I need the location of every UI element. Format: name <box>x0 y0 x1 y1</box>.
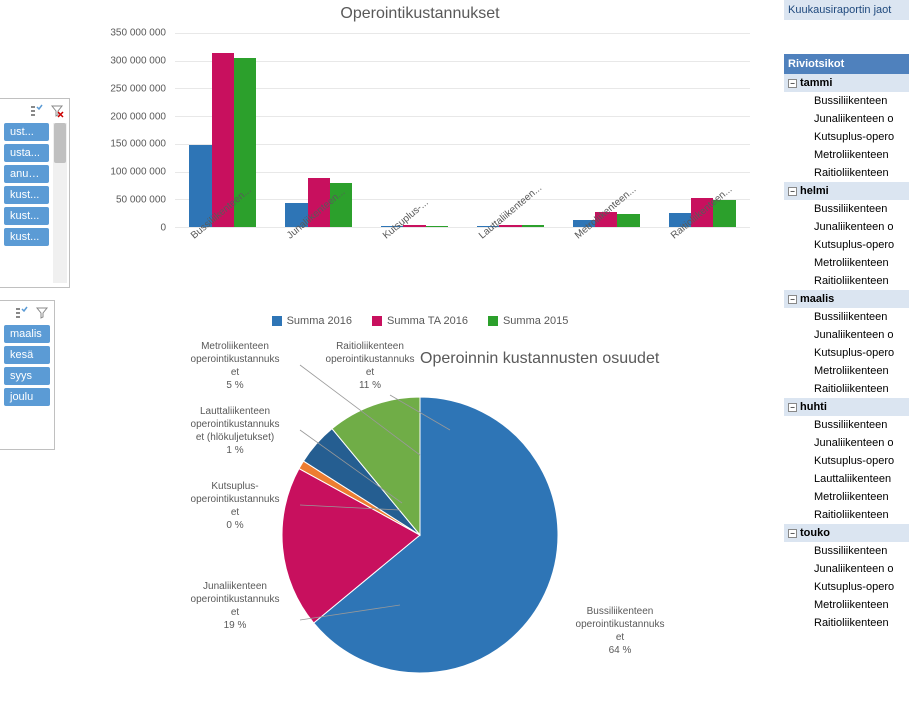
slicer-item[interactable]: kust... <box>4 186 49 204</box>
y-tick-label: 100 000 000 <box>110 167 166 178</box>
pivot-row[interactable]: Raitioliikenteen <box>784 164 909 182</box>
pivot-row[interactable]: Bussiliikenteen <box>784 542 909 560</box>
collapse-icon[interactable]: − <box>788 187 797 196</box>
pivot-row[interactable]: Kutsuplus-opero <box>784 344 909 362</box>
slicer-months[interactable]: maalis kesä syys joulu <box>0 300 55 450</box>
pivot-group-header[interactable]: −helmi <box>784 182 909 200</box>
pivot-row[interactable]: Metroliikenteen <box>784 488 909 506</box>
clear-filter-icon[interactable] <box>34 305 50 321</box>
slicer-item[interactable]: ust... <box>4 123 49 141</box>
clear-filter-icon[interactable] <box>49 103 65 119</box>
pivot-row[interactable]: Lauttaliikenteen <box>784 470 909 488</box>
pivot-row[interactable]: Bussiliikenteen <box>784 308 909 326</box>
slicer-item[interactable]: anuk... <box>4 165 49 183</box>
legend-item: Summa 2016 <box>272 315 352 327</box>
pivot-group-header[interactable]: −touko <box>784 524 909 542</box>
y-tick-label: 200 000 000 <box>110 111 166 122</box>
pivot-row[interactable]: Metroliikenteen <box>784 146 909 164</box>
y-tick-label: 350 000 000 <box>110 28 166 39</box>
pivot-row[interactable]: Raitioliikenteen <box>784 380 909 398</box>
pie-slice-label: Junaliikenteenoperointikustannukset19 % <box>170 580 300 632</box>
pivot-row[interactable]: Bussiliikenteen <box>784 92 909 110</box>
bar-chart: Operointikustannukset 0 50 000 000 100 000… <box>80 5 760 325</box>
pivot-row[interactable]: Junaliikenteen o <box>784 110 909 128</box>
pivot-row[interactable]: Junaliikenteen o <box>784 560 909 578</box>
pivot-group-header[interactable]: −huhti <box>784 398 909 416</box>
bar <box>189 145 211 227</box>
slicer-item[interactable]: kust... <box>4 228 49 246</box>
pie-slice-label: Lauttaliikenteenoperointikustannukset (h… <box>170 405 300 457</box>
pie-chart: Operoinnin kustannusten osuudet Bussilii… <box>120 335 760 705</box>
pie-plot-area <box>280 395 560 675</box>
legend-item: Summa 2015 <box>488 315 568 327</box>
bar <box>522 225 544 227</box>
pivot-report-label: Kuukausiraportin jaot <box>784 0 909 20</box>
collapse-icon[interactable]: − <box>788 529 797 538</box>
bar-plot-area <box>175 33 750 228</box>
pie-slice-label: Bussiliikenteenoperointikustannukset64 % <box>555 605 685 657</box>
multiselect-icon[interactable] <box>29 103 45 119</box>
slicer-item[interactable]: syys <box>4 367 50 385</box>
y-tick-label: 150 000 000 <box>110 139 166 150</box>
pivot-row[interactable]: Metroliikenteen <box>784 596 909 614</box>
slicer-item[interactable]: kust... <box>4 207 49 225</box>
collapse-icon[interactable]: − <box>788 79 797 88</box>
y-tick-label: 250 000 000 <box>110 83 166 94</box>
pivot-table[interactable]: Kuukausiraportin jaot Riviotsikot −tammi… <box>784 0 909 705</box>
bar-legend: Summa 2016 Summa TA 2016 Summa 2015 <box>80 315 760 327</box>
y-tick-label: 0 <box>160 223 166 234</box>
pivot-row[interactable]: Kutsuplus-opero <box>784 452 909 470</box>
pivot-group-header[interactable]: −tammi <box>784 74 909 92</box>
pivot-row[interactable]: Bussiliikenteen <box>784 416 909 434</box>
slicer-toolbar <box>4 305 50 321</box>
legend-item: Summa TA 2016 <box>372 315 468 327</box>
pivot-row[interactable]: Junaliikenteen o <box>784 326 909 344</box>
pie-chart-title: Operoinnin kustannusten osuudet <box>420 350 659 368</box>
pivot-row[interactable]: Raitioliikenteen <box>784 506 909 524</box>
slicer-item[interactable]: kesä <box>4 346 50 364</box>
pivot-row[interactable]: Raitioliikenteen <box>784 614 909 632</box>
pie-slice-label: Raitioliikenteenoperointikustannukset11 … <box>305 340 435 392</box>
collapse-icon[interactable]: − <box>788 403 797 412</box>
pie-slice-label: Metroliikenteenoperointikustannukset5 % <box>170 340 300 392</box>
pivot-row[interactable]: Junaliikenteen o <box>784 434 909 452</box>
slicer-item[interactable]: joulu <box>4 388 50 406</box>
pie-slice-label: Kutsuplus-operointikustannukset0 % <box>170 480 300 532</box>
bar-y-axis: 050 000 000100 000 000150 000 000200 000… <box>80 33 170 228</box>
pivot-row[interactable]: Junaliikenteen o <box>784 218 909 236</box>
pivot-row[interactable]: Kutsuplus-opero <box>784 128 909 146</box>
pivot-row[interactable]: Metroliikenteen <box>784 362 909 380</box>
bar <box>426 226 448 227</box>
pivot-row[interactable]: Kutsuplus-opero <box>784 578 909 596</box>
pivot-row[interactable]: Kutsuplus-opero <box>784 236 909 254</box>
y-tick-label: 300 000 000 <box>110 55 166 66</box>
bar-x-labels: Bussiliikenteen...Junaliikenteen...Kutsu… <box>175 233 750 303</box>
y-tick-label: 50 000 000 <box>116 195 166 206</box>
collapse-icon[interactable]: − <box>788 295 797 304</box>
slicer-categories[interactable]: ust... usta... anuk... kust... kust... kust..… <box>0 98 70 288</box>
pivot-row[interactable]: Raitioliikenteen <box>784 272 909 290</box>
pivot-row[interactable]: Bussiliikenteen <box>784 200 909 218</box>
bar <box>617 214 639 227</box>
slicer-scrollbar[interactable] <box>53 123 67 283</box>
scrollbar-thumb[interactable] <box>54 123 66 163</box>
bar-chart-title: Operointikustannukset <box>80 5 760 23</box>
pivot-group-header[interactable]: −maalis <box>784 290 909 308</box>
multiselect-icon[interactable] <box>14 305 30 321</box>
slicer-toolbar <box>4 103 65 119</box>
pivot-row[interactable]: Metroliikenteen <box>784 254 909 272</box>
slicer-item[interactable]: usta... <box>4 144 49 162</box>
pivot-row-labels-header[interactable]: Riviotsikot <box>784 54 909 74</box>
slicer-item[interactable]: maalis <box>4 325 50 343</box>
